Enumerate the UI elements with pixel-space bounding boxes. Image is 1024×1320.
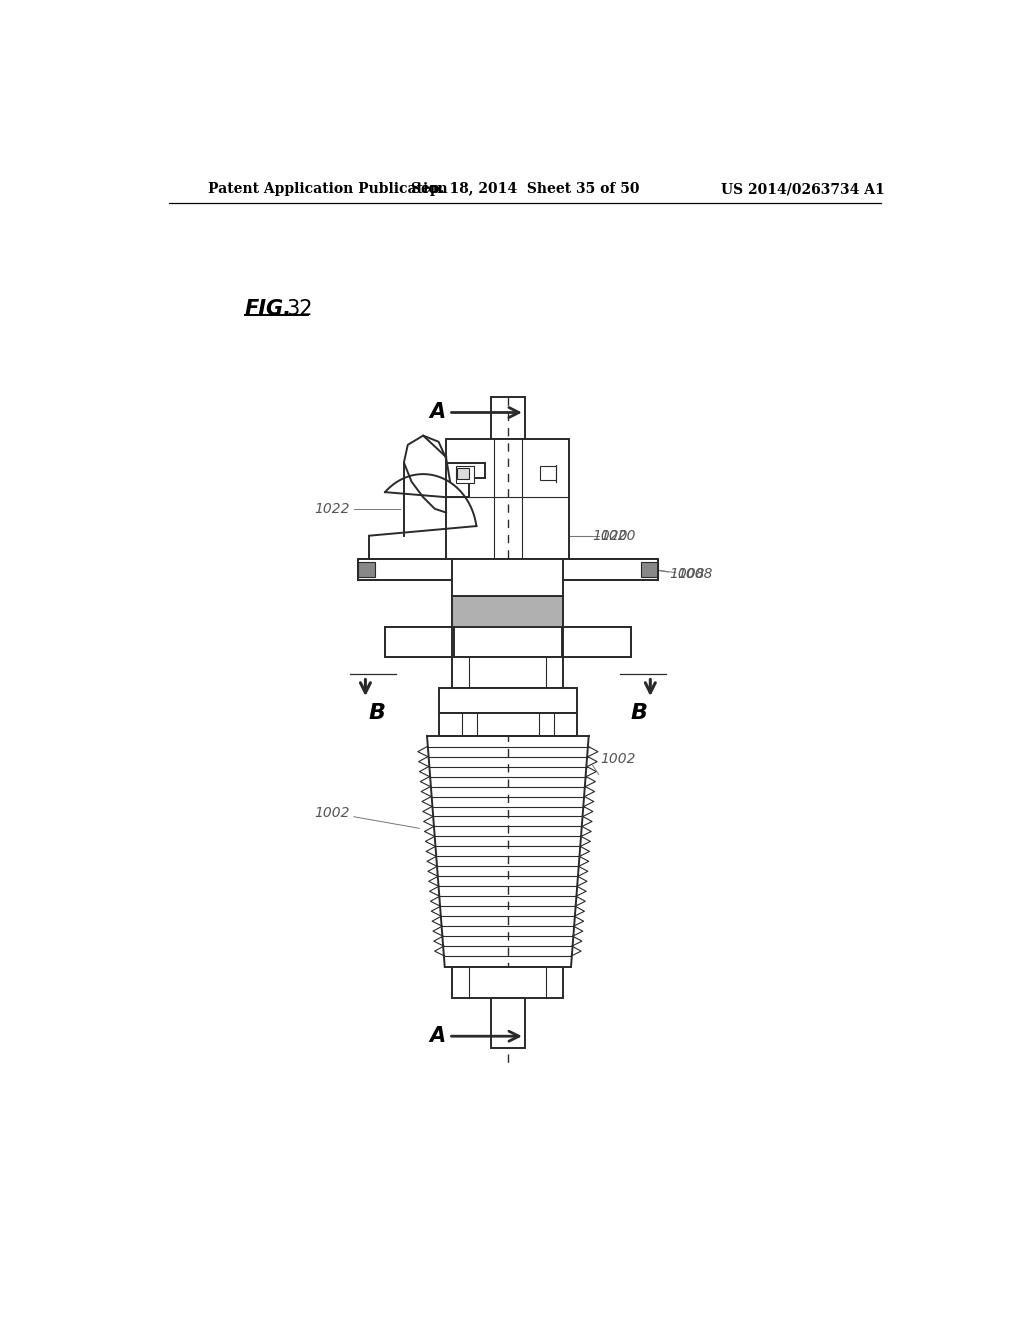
Bar — [359, 560, 656, 578]
Text: 1020: 1020 — [600, 529, 636, 543]
Text: FIG.: FIG. — [245, 298, 292, 318]
Bar — [490, 397, 525, 440]
Bar — [385, 627, 631, 657]
Text: Patent Application Publication: Patent Application Publication — [208, 182, 447, 197]
Bar — [357, 562, 375, 577]
Text: 1002: 1002 — [314, 807, 350, 820]
Text: Sep. 18, 2014  Sheet 35 of 50: Sep. 18, 2014 Sheet 35 of 50 — [411, 182, 639, 197]
Bar — [453, 966, 563, 998]
Bar — [357, 558, 658, 581]
Text: 32: 32 — [286, 298, 312, 318]
Bar — [641, 562, 658, 577]
Text: 1008: 1008 — [670, 568, 706, 581]
Text: 1022: 1022 — [314, 502, 350, 516]
Text: A: A — [429, 403, 445, 422]
Bar — [562, 627, 631, 657]
Text: US 2014/0263734 A1: US 2014/0263734 A1 — [722, 182, 885, 197]
Bar — [438, 713, 578, 737]
Bar — [456, 466, 474, 483]
Bar — [453, 558, 563, 595]
Text: B: B — [369, 702, 385, 723]
Bar — [385, 627, 454, 657]
Bar — [453, 595, 563, 628]
Bar — [490, 998, 525, 1048]
Text: 1002: 1002 — [600, 752, 636, 766]
Bar — [457, 469, 469, 479]
Bar — [446, 440, 569, 558]
Text: 1008: 1008 — [677, 568, 713, 581]
Text: A: A — [429, 1026, 445, 1047]
Text: 1020: 1020 — [593, 529, 628, 543]
Bar — [541, 466, 556, 480]
Bar — [453, 657, 563, 688]
Text: B: B — [630, 702, 647, 723]
Bar — [357, 558, 658, 581]
Bar — [438, 688, 578, 713]
